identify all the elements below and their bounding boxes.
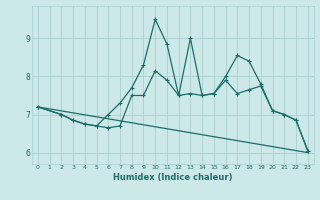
- X-axis label: Humidex (Indice chaleur): Humidex (Indice chaleur): [113, 173, 233, 182]
